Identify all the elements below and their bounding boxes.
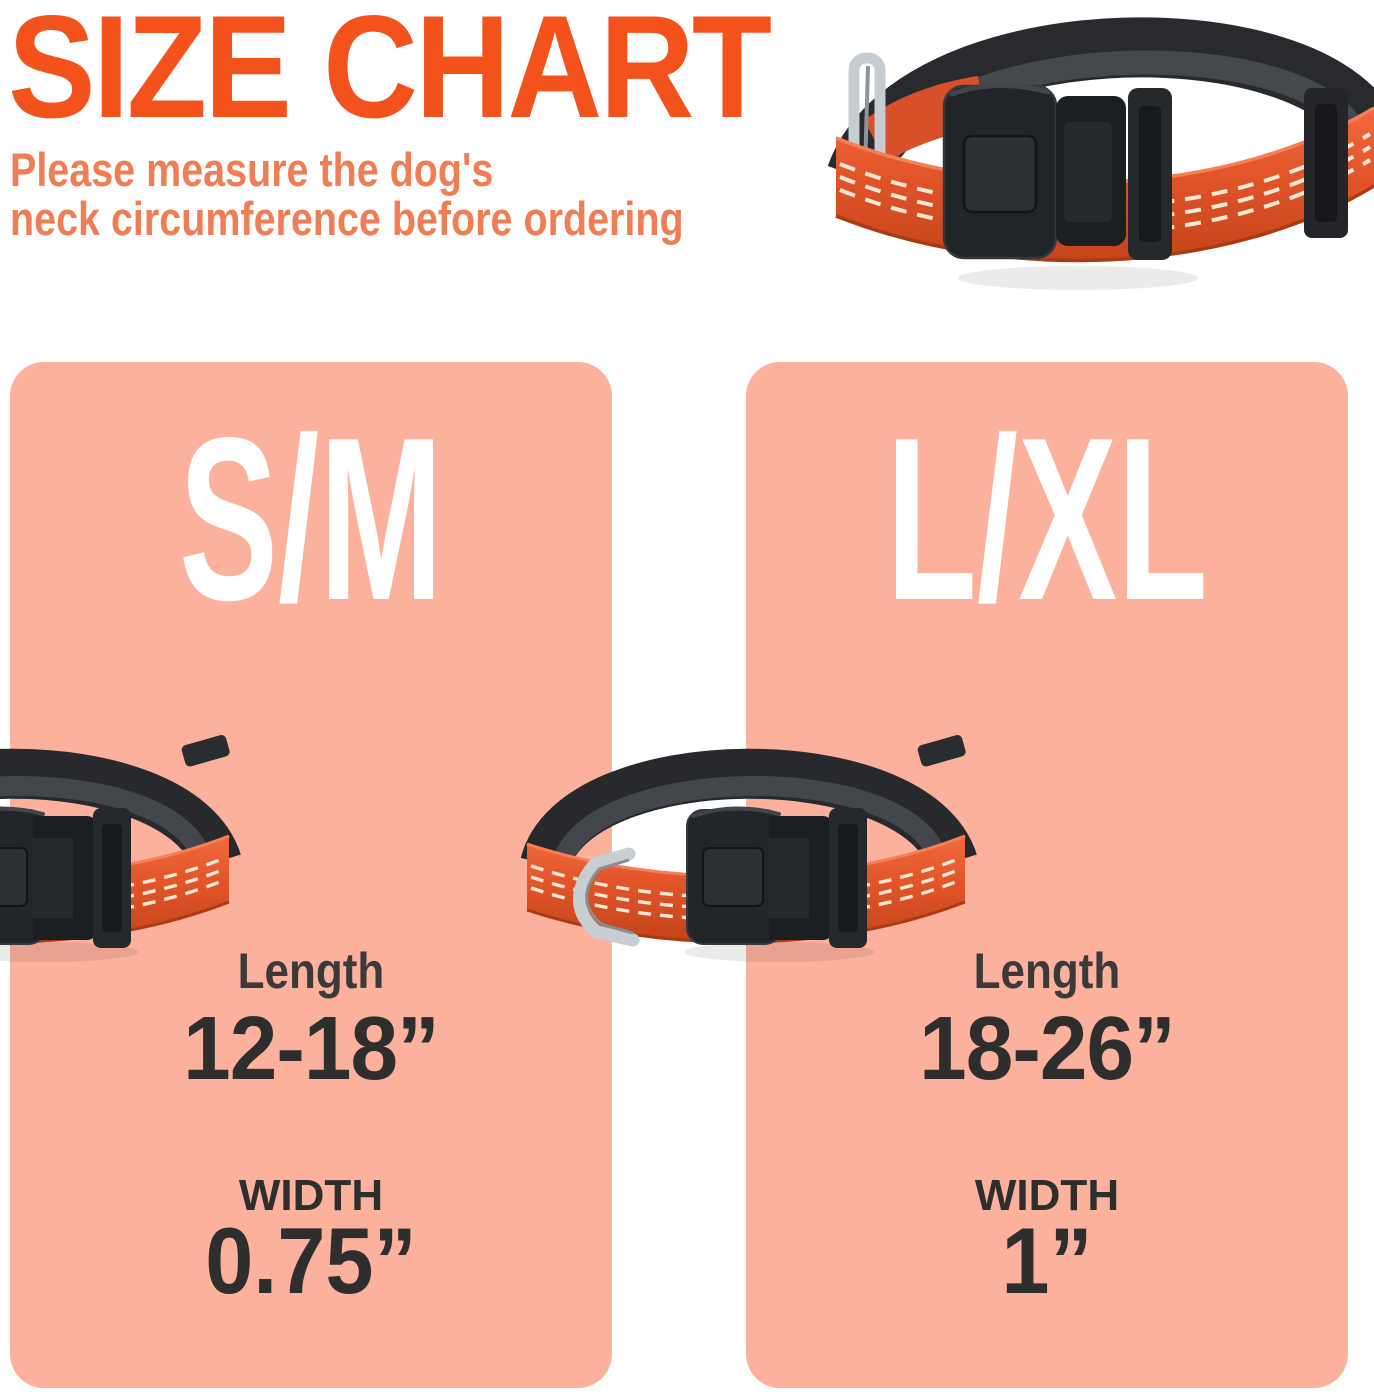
hero-collar-photo [828, 0, 1374, 300]
size-label: S/M [179, 390, 443, 649]
width-label: WIDTH [238, 1171, 384, 1220]
size-panel-lxl: L/XL Length 18-26” WIDTH 1” [746, 362, 1348, 1388]
strap-keeper [1304, 88, 1348, 238]
page-title: SIZE CHART [8, 0, 772, 148]
collar-illustration-lxl [445, 712, 1047, 968]
hero-collar-illustration [828, 17, 1374, 290]
collar-illustration-sm [0, 712, 311, 968]
size-label: L/XL [886, 390, 1208, 649]
width-label: WIDTH [974, 1171, 1120, 1220]
length-value: 12-18” [183, 999, 440, 1099]
width-value: 0.75” [205, 1208, 417, 1313]
subtitle-line-1: Please measure the dog's [10, 143, 494, 196]
buckle [942, 83, 1198, 290]
width-value: 1” [1001, 1208, 1093, 1313]
subtitle-line-2: neck circumference before ordering [10, 192, 684, 245]
length-label: Length [973, 943, 1121, 999]
size-panel-sm: S/M [10, 362, 612, 1388]
length-label: Length [237, 943, 385, 999]
length-value: 18-26” [919, 999, 1176, 1099]
